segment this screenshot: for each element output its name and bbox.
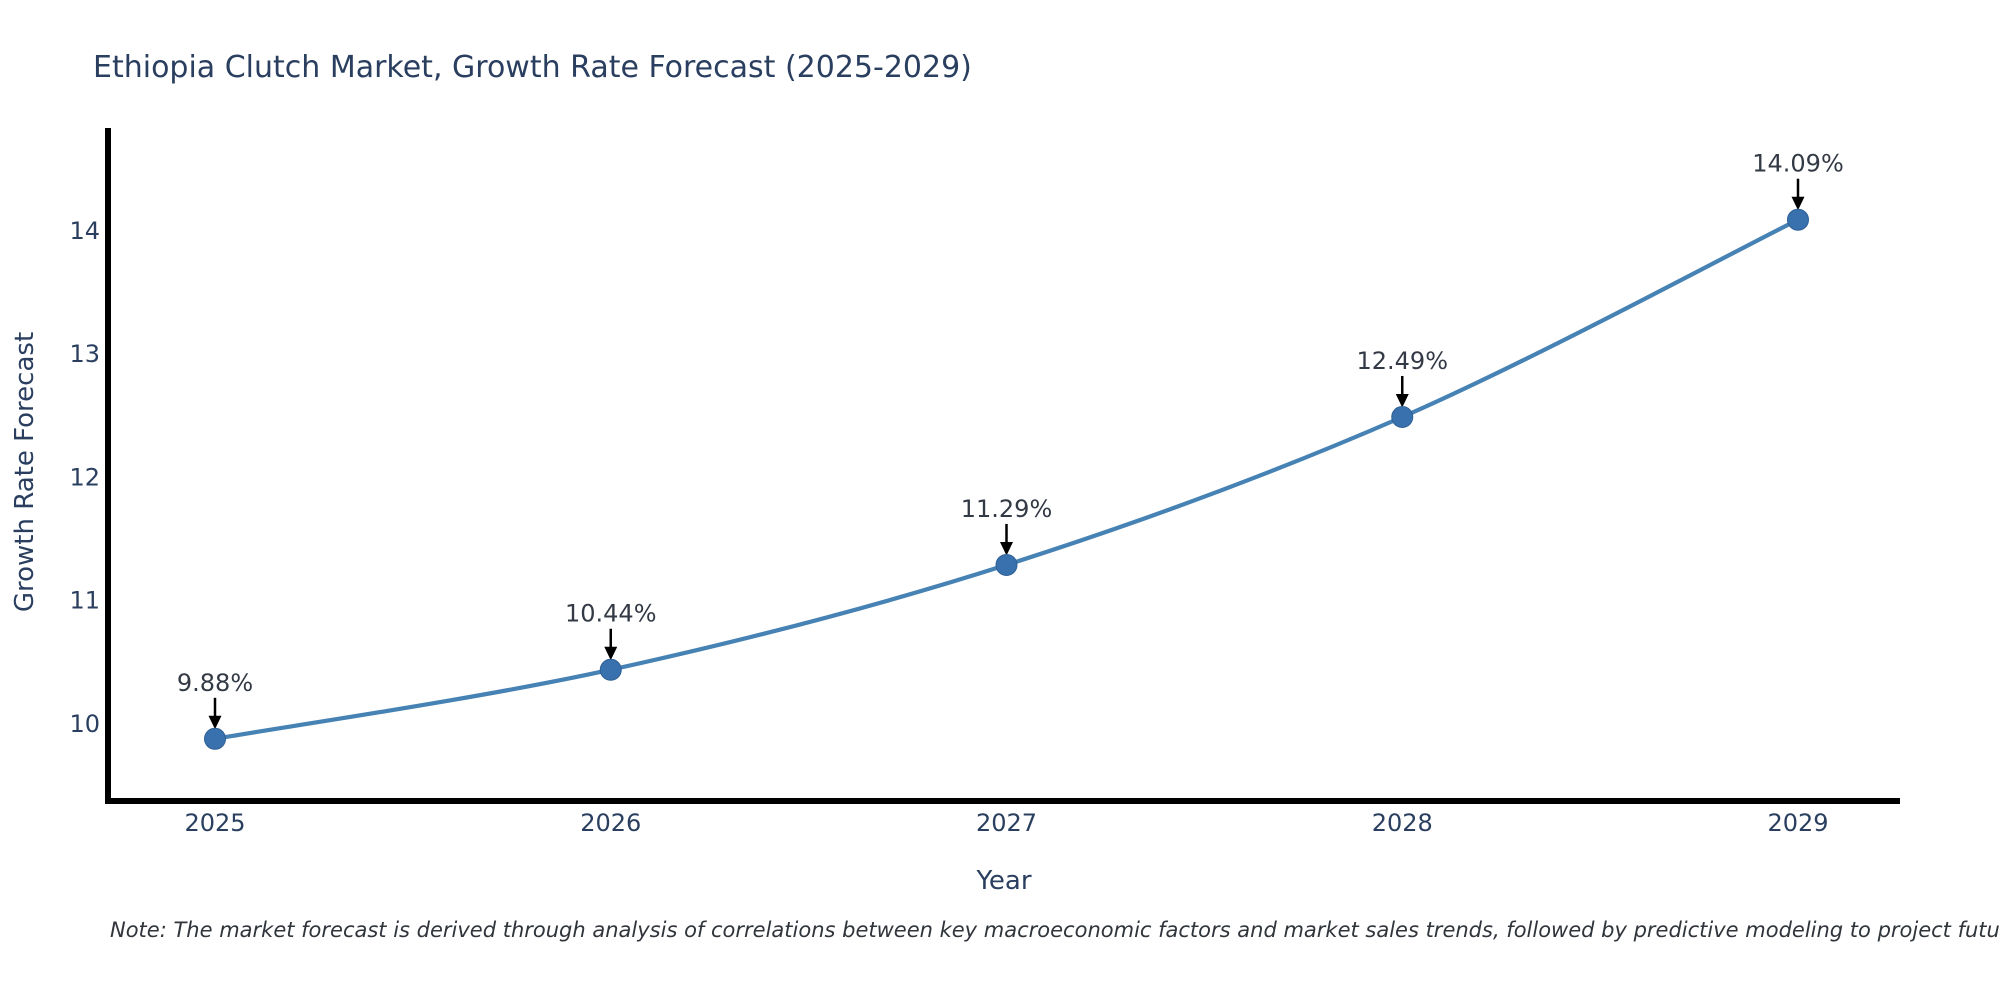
- y-tick-label: 12: [69, 463, 100, 491]
- annotation-arrow-head: [1791, 196, 1805, 211]
- annotation-arrow-head: [604, 646, 618, 661]
- data-point-marker: [204, 727, 226, 750]
- data-point-label: 9.88%: [177, 669, 253, 697]
- data-point-label: 14.09%: [1752, 150, 1844, 178]
- x-tick-label: 2026: [580, 809, 641, 837]
- x-tick-label: 2028: [1372, 809, 1433, 837]
- x-tick-label: 2029: [1767, 809, 1828, 837]
- data-point-marker: [1787, 208, 1809, 231]
- chart-title: Ethiopia Clutch Market, Growth Rate Fore…: [93, 50, 972, 85]
- annotation-arrow-head: [1000, 541, 1013, 556]
- data-point-label: 10.44%: [565, 600, 657, 628]
- x-axis-title: Year: [976, 866, 1032, 896]
- data-point-marker: [1391, 405, 1414, 428]
- y-tick-label: 10: [69, 710, 100, 738]
- annotation-arrow-head: [208, 715, 222, 730]
- x-tick-label: 2027: [976, 809, 1037, 837]
- y-axis-title: Growth Rate Forecast: [10, 331, 40, 613]
- annotation-arrow-head: [1395, 393, 1409, 408]
- y-tick-label: 14: [69, 217, 100, 245]
- y-tick-label: 11: [69, 587, 100, 615]
- footnote: Note: The market forecast is derived thr…: [110, 918, 2000, 942]
- data-point-label: 11.29%: [961, 495, 1053, 523]
- x-tick-label: 2025: [184, 809, 245, 837]
- series-line: [212, 217, 1801, 741]
- data-point-marker: [599, 658, 622, 681]
- data-point-label: 12.49%: [1356, 347, 1448, 375]
- y-tick-label: 13: [69, 340, 100, 368]
- data-point-marker: [995, 553, 1018, 576]
